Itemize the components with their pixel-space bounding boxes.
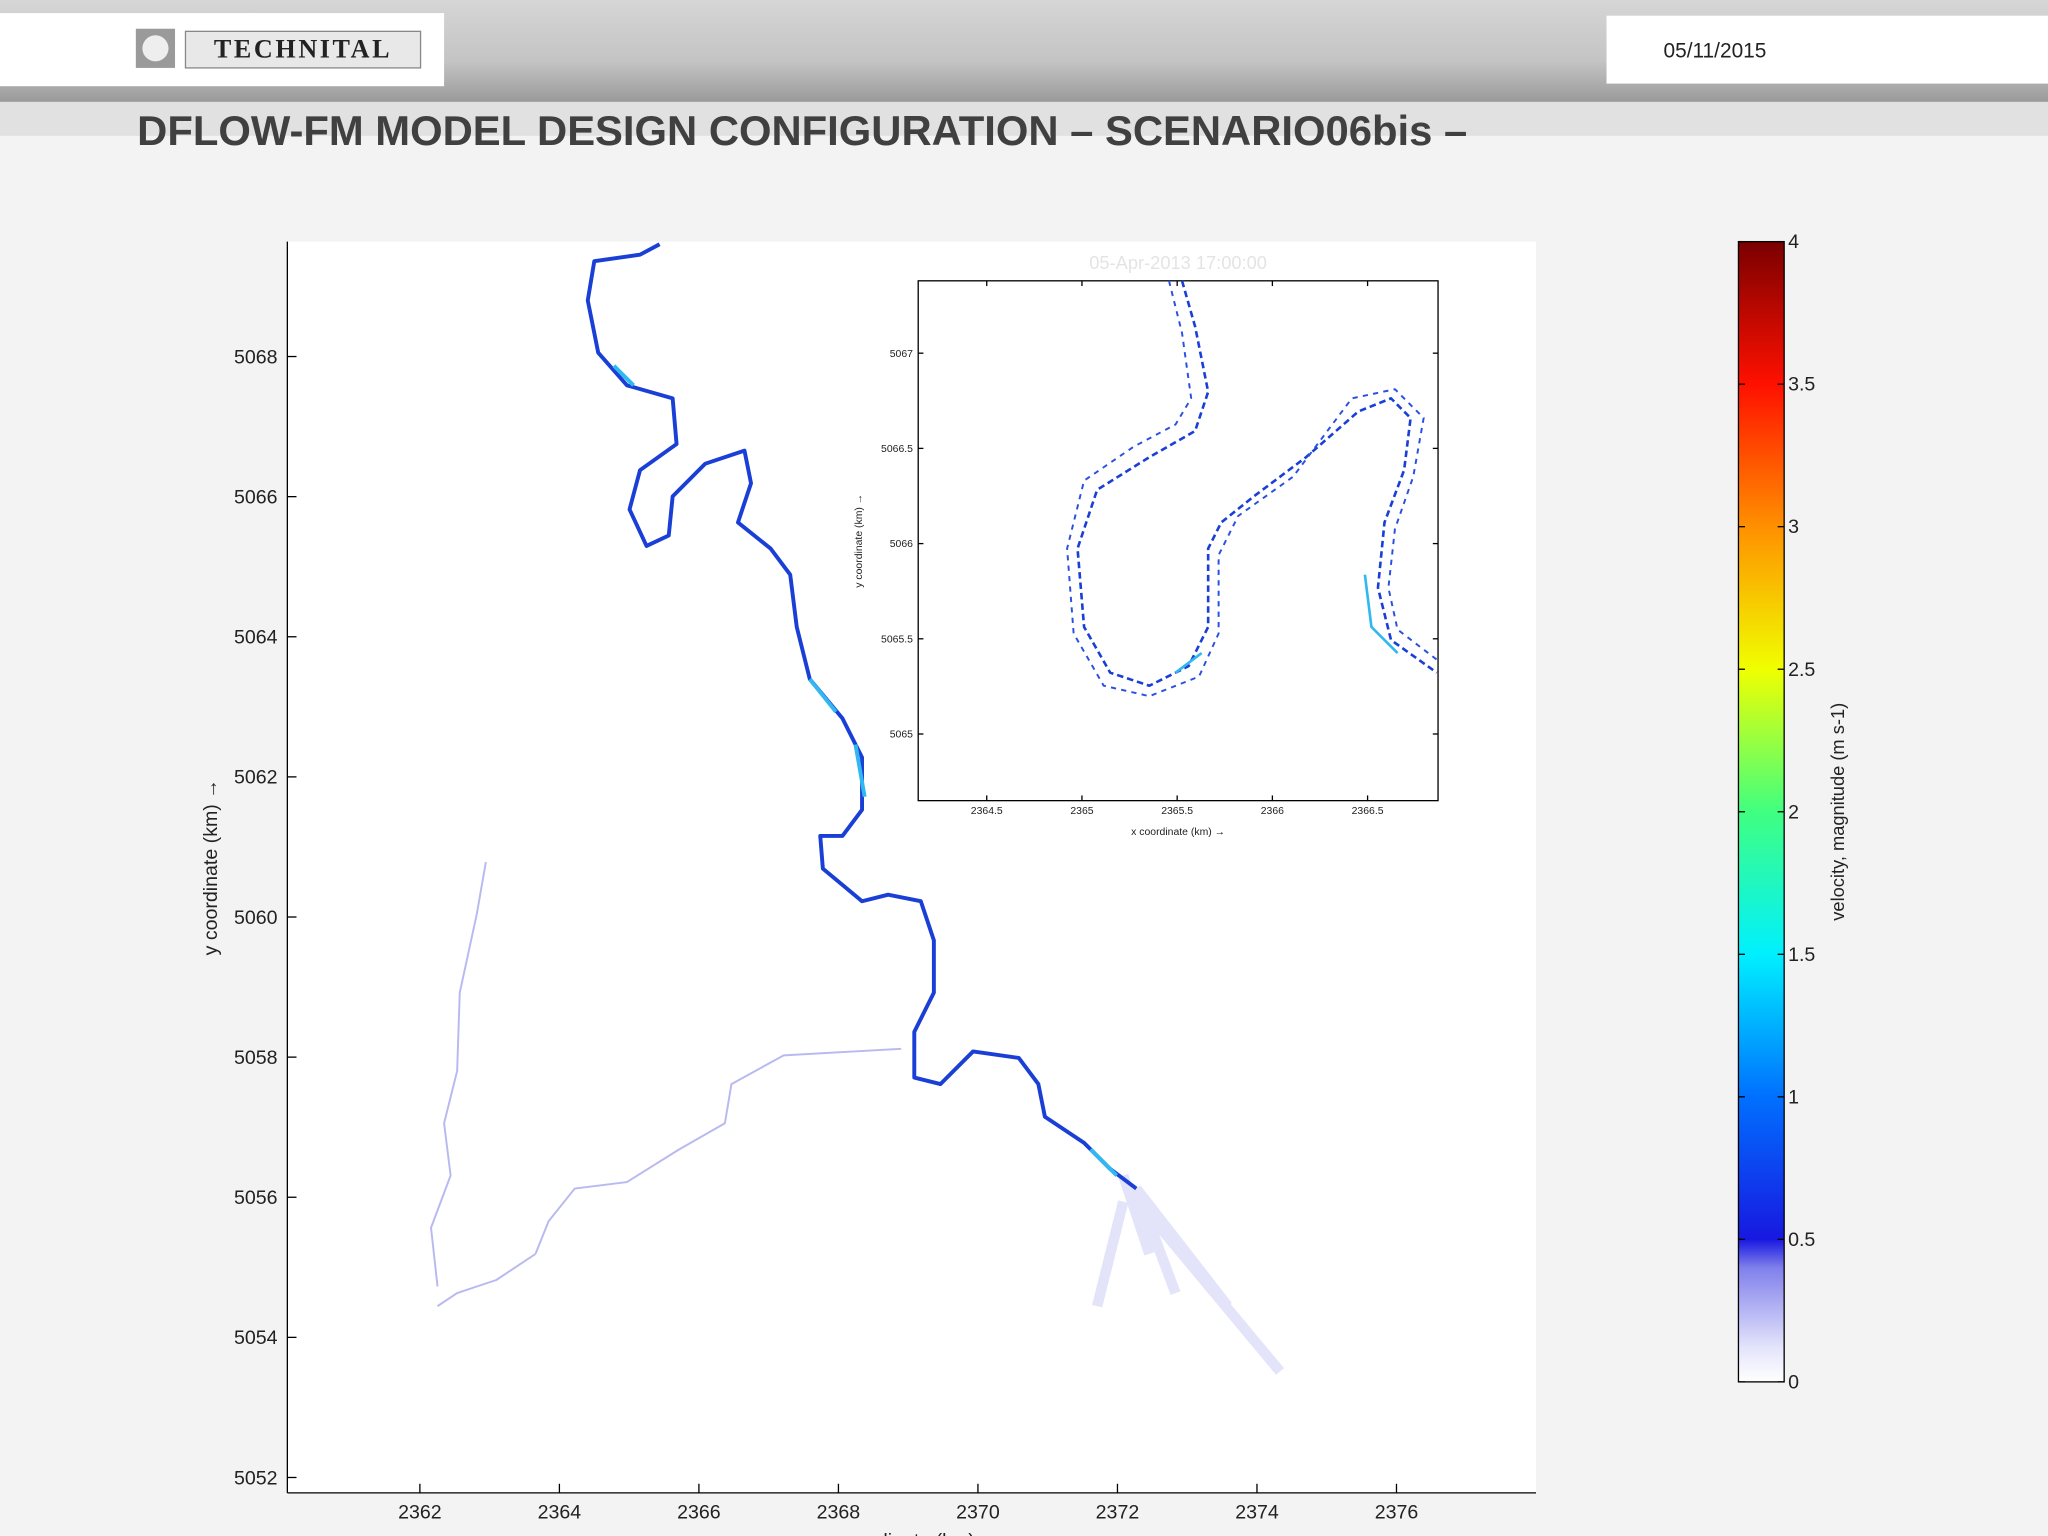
- x-tick-label: 2365: [1070, 806, 1093, 817]
- logo-text: TECHNITAL: [214, 34, 392, 63]
- x-tick-label: 2364.5: [971, 806, 1003, 817]
- y-tick-label: 5056: [234, 1187, 278, 1209]
- date-box: [1606, 15, 2048, 84]
- colorbar-tick-label: 1: [1788, 1086, 1799, 1108]
- y-tick-label: 5062: [234, 767, 278, 789]
- inset-river-main: [1076, 280, 1438, 688]
- x-tick-label: 2362: [398, 1501, 442, 1523]
- slide-title: DFLOW-FM MODEL DESIGN CONFIGURATION – SC…: [137, 107, 1467, 154]
- y-tick-label: 5068: [234, 346, 278, 368]
- colorbar-tick-label: 2: [1788, 801, 1799, 823]
- inset-title: 05-Apr-2013 17:00:00: [1089, 252, 1267, 273]
- y-tick-label: 5066.5: [881, 444, 913, 455]
- x-axis-label: x coordinate (km) →: [824, 1530, 1000, 1536]
- y-tick-label: 5064: [234, 627, 278, 649]
- y-axis-label: y coordinate (km) →: [200, 779, 222, 955]
- inset-river-fast: [1174, 574, 1399, 674]
- logo-plate: [184, 30, 422, 69]
- x-tick-label: 2366: [677, 1501, 721, 1523]
- x-tick-label: 2374: [1235, 1501, 1279, 1523]
- y-tick-label: 5065.5: [881, 634, 913, 645]
- x-axis-label: x coordinate (km) →: [1131, 827, 1225, 838]
- x-tick-label: 2366.5: [1352, 806, 1384, 817]
- colorbar-tick-label: 2.5: [1788, 659, 1815, 681]
- y-tick-label: 5058: [234, 1047, 278, 1069]
- x-tick-label: 2366: [1261, 806, 1284, 817]
- date: 05/11/2015: [1663, 39, 1766, 62]
- y-tick-label: 5065: [890, 730, 913, 741]
- logo-icon-circle: [142, 35, 169, 62]
- river-fast: [612, 364, 1119, 1177]
- y-tick-label: 5066: [890, 539, 913, 550]
- inset-area: [917, 280, 1439, 802]
- y-tick-label: 5052: [234, 1467, 278, 1489]
- colorbar-tick-label: 0.5: [1788, 1229, 1815, 1251]
- x-tick-label: 2364: [538, 1501, 582, 1523]
- inset-river: [1066, 280, 1438, 698]
- river-field: [430, 242, 1285, 1375]
- river-plume: [1092, 1173, 1285, 1375]
- river-shallow: [430, 861, 902, 1307]
- x-tick-label: 2372: [1096, 1501, 1140, 1523]
- y-tick-label: 5067: [890, 349, 913, 360]
- colorbar-tick-label: 3.5: [1788, 374, 1815, 396]
- colorbar-tick-label: 1.5: [1788, 944, 1815, 966]
- y-axis-label: y coordinate (km) →: [854, 494, 865, 588]
- colorbar-tick-label: 4: [1788, 231, 1799, 253]
- colorbar-tick-label: 0: [1788, 1371, 1799, 1393]
- y-tick-label: 5066: [234, 487, 278, 509]
- x-tick-label: 2376: [1375, 1501, 1419, 1523]
- y-tick-label: 5060: [234, 907, 278, 929]
- header-shadow: [0, 101, 2048, 136]
- x-tick-label: 2365.5: [1161, 806, 1193, 817]
- inset-river-bank: [1066, 280, 1438, 698]
- y-tick-label: 5054: [234, 1327, 278, 1349]
- x-tick-label: 2370: [956, 1501, 1000, 1523]
- colorbar: [1737, 240, 1785, 1383]
- x-tick-label: 2368: [817, 1501, 861, 1523]
- colorbar-tick-label: 3: [1788, 516, 1799, 538]
- colorbar-label: velocity, magnitude (m s-1): [1827, 703, 1848, 921]
